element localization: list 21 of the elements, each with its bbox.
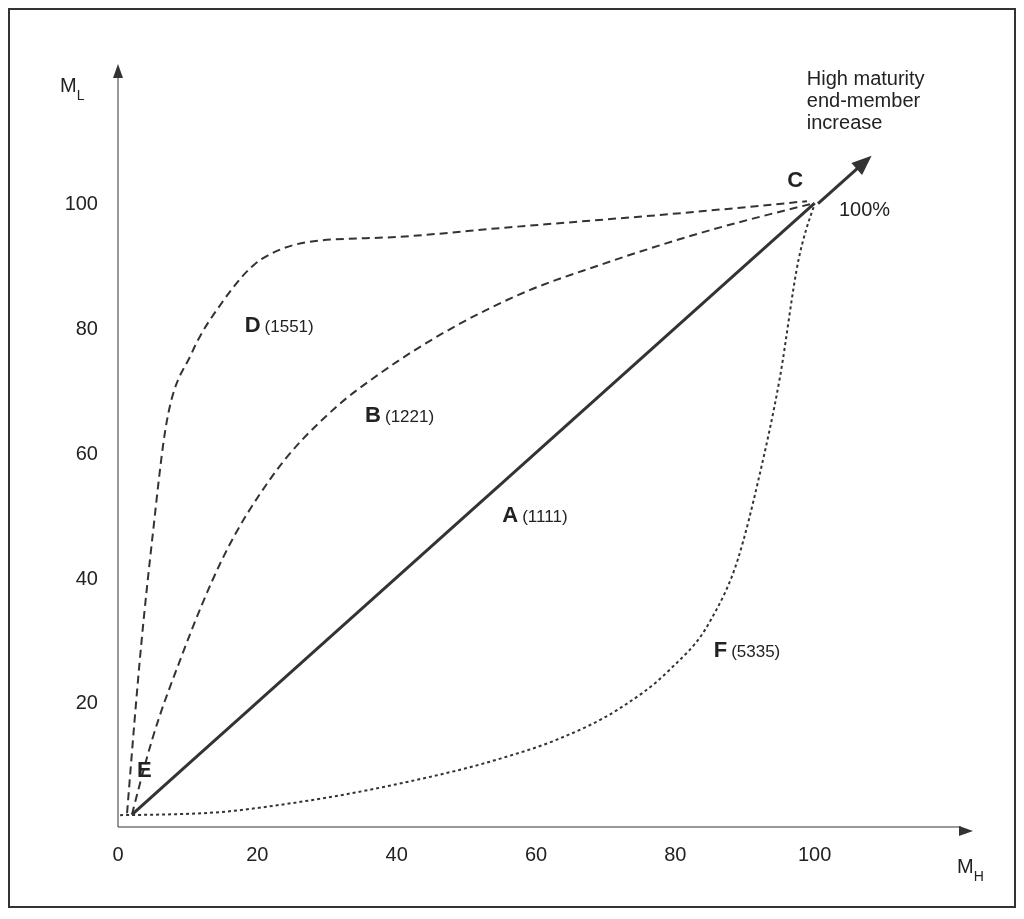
series-label: F (5335) (713, 636, 781, 662)
annotation: High maturity end-member increase (806, 66, 925, 133)
x-tick-label: 20 (246, 843, 269, 866)
y-tick-label: 80 (75, 316, 98, 339)
x-tick-label: 40 (385, 843, 408, 866)
series-label: A (1111) (502, 501, 568, 527)
annotation: E (136, 757, 152, 783)
y-axis-title: M$_{L}$ (60, 74, 85, 103)
y-tick-label: 20 (75, 691, 98, 714)
y-tick-label: 100 (64, 192, 98, 215)
x-tick-label: 60 (524, 843, 548, 866)
x-tick-label: 80 (664, 843, 687, 866)
y-tick-label: 40 (75, 566, 98, 589)
x-axis-title: M$_{H}$ (957, 855, 984, 884)
x-tick-label: 0 (112, 843, 124, 866)
series-label: B (1221) (365, 402, 435, 428)
annotation: 100% (839, 198, 891, 221)
y-tick-label: 60 (75, 441, 98, 464)
series-label: D (1551) (244, 311, 314, 337)
annotation: C (787, 166, 804, 192)
x-tick-label: 100 (798, 843, 832, 866)
